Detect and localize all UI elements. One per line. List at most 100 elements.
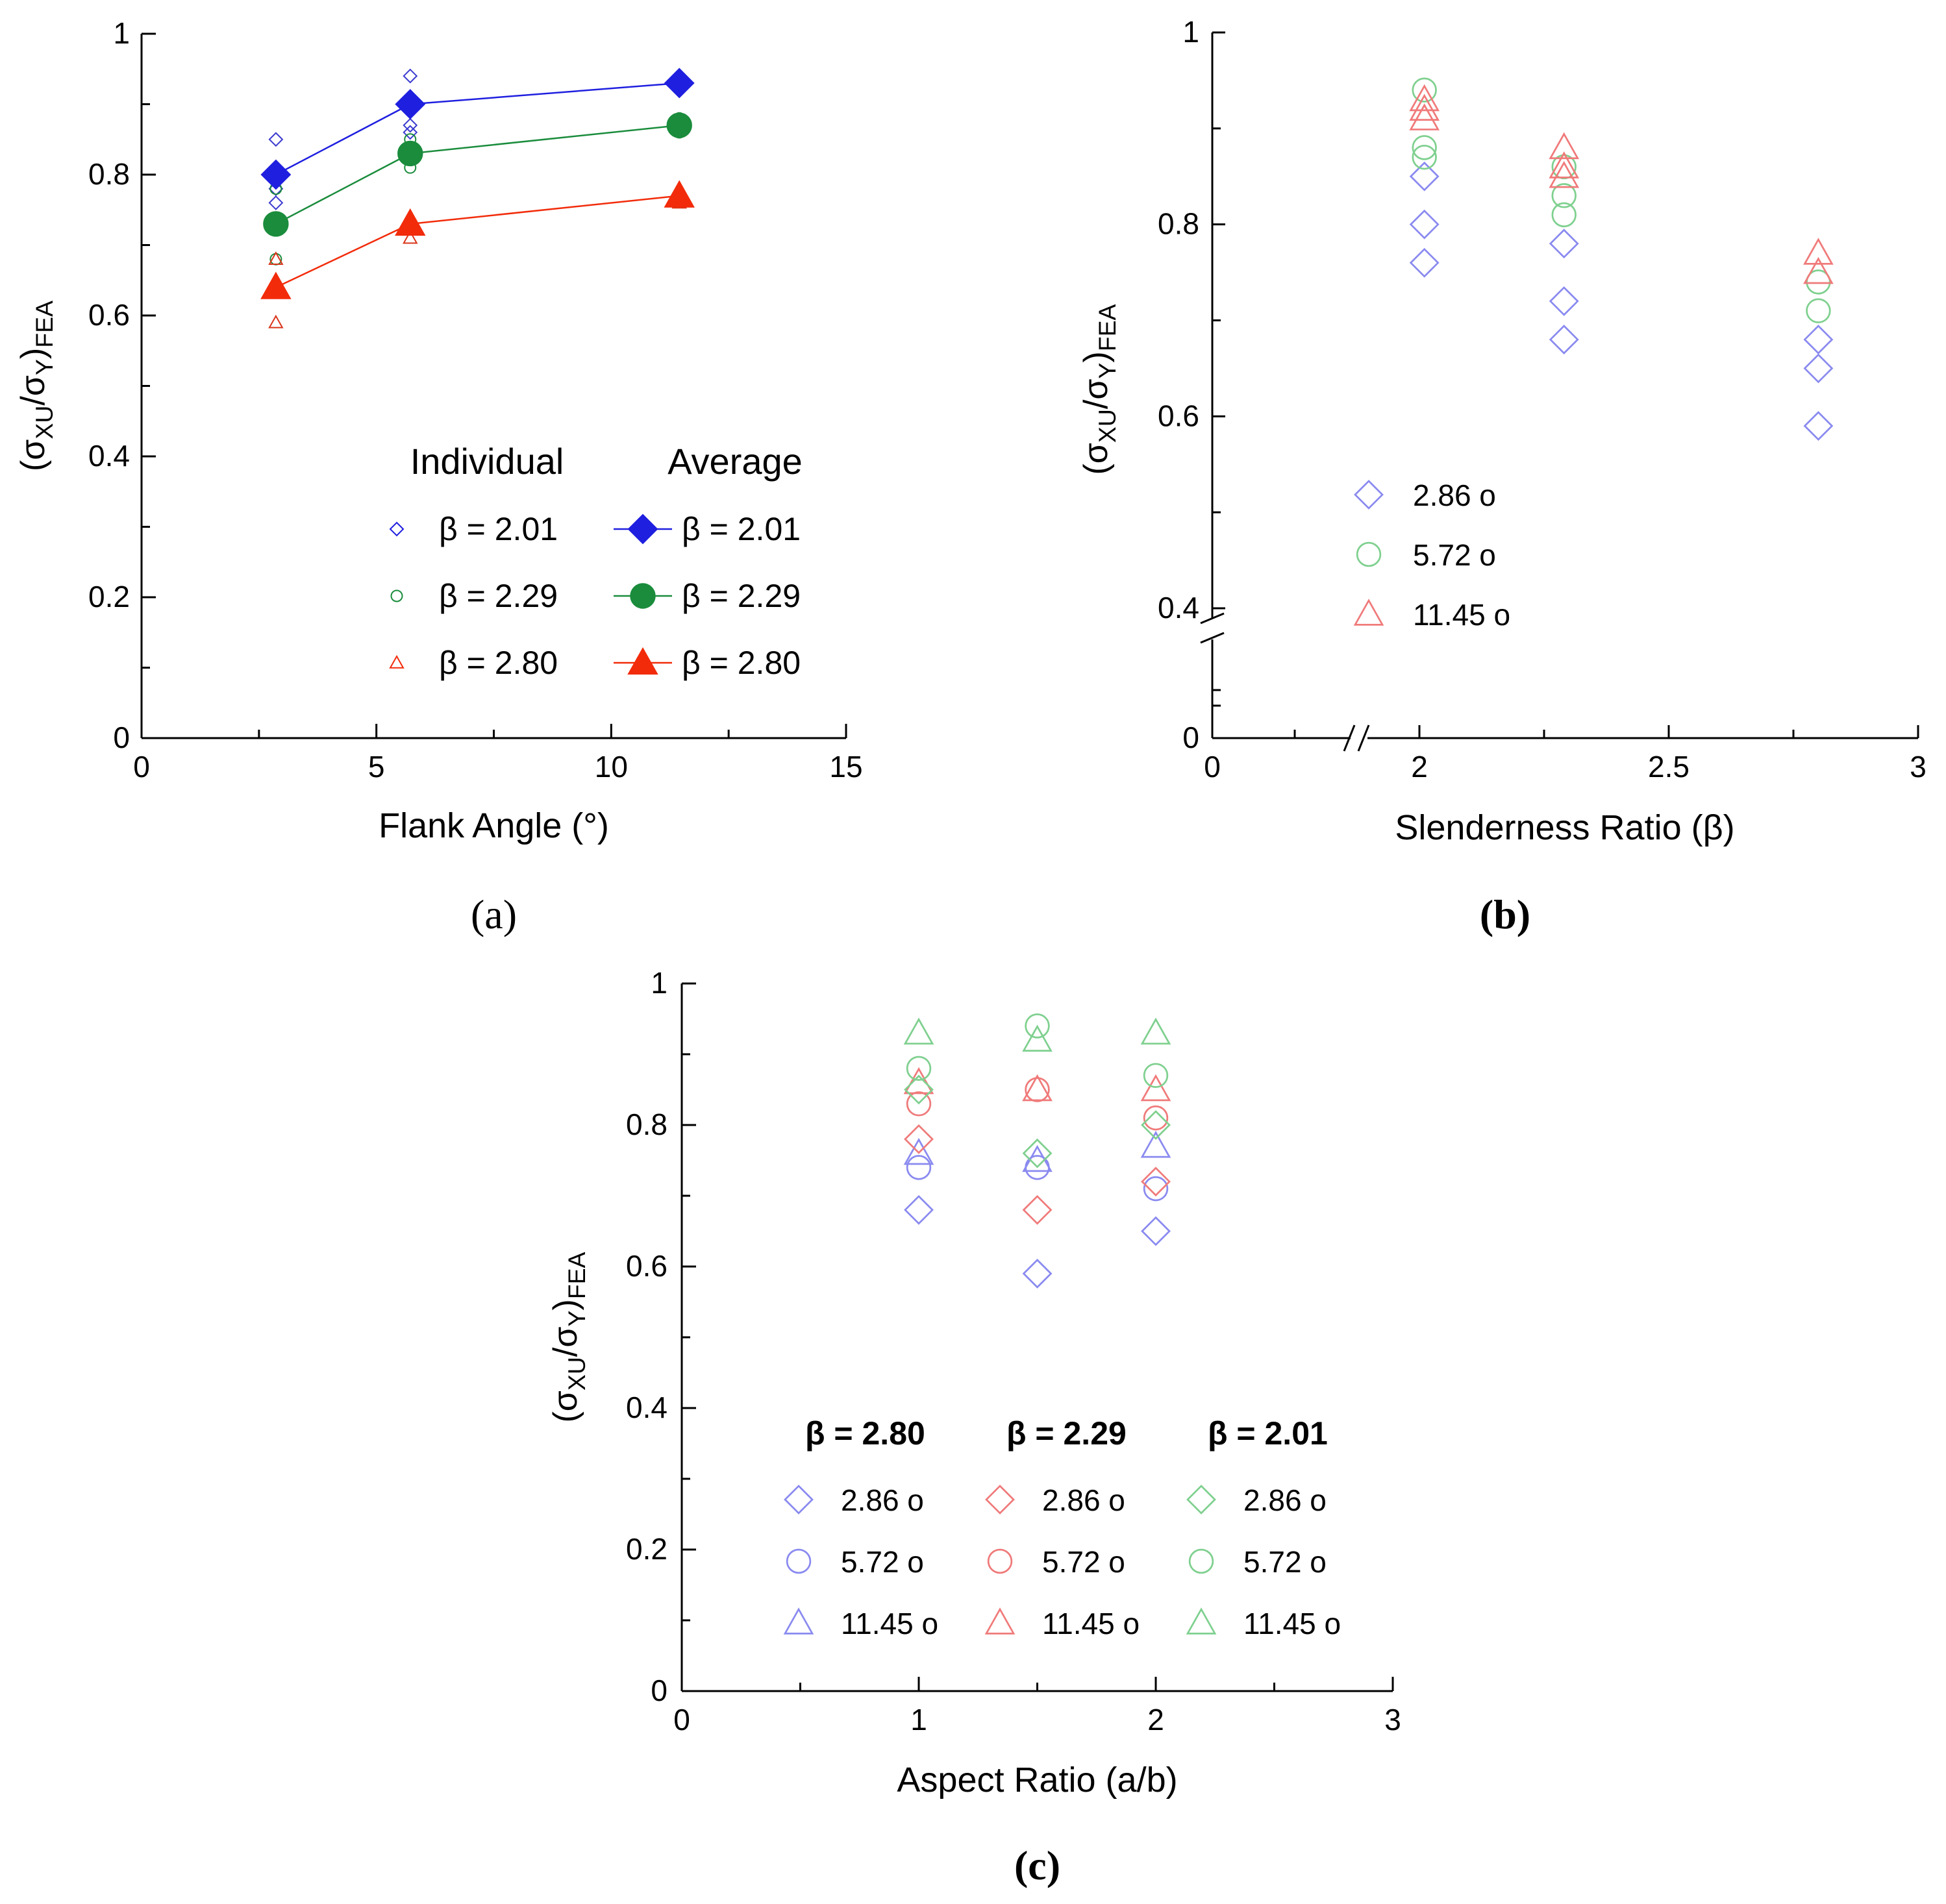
data-point	[1803, 353, 1834, 384]
legend-marker-average	[627, 647, 658, 675]
x-axis-label: Flank Angle (°)	[379, 806, 609, 845]
y-tick-label: 0.6	[88, 298, 130, 332]
data-point	[1409, 209, 1440, 240]
y-label-part: (σ	[1077, 443, 1115, 475]
y-label-subscript: XU	[1093, 409, 1121, 443]
data-point	[1022, 1024, 1053, 1052]
x-tick-label: 0	[133, 750, 150, 784]
data-point	[1141, 1110, 1171, 1140]
y-label-subscript: Y	[563, 1311, 590, 1327]
legend-label: 5.72 o	[1243, 1545, 1327, 1579]
x-tick-label: 2	[1411, 750, 1428, 784]
data-point	[664, 180, 695, 208]
y-axis-label-text: (σXU/σY)FEA	[547, 1252, 590, 1422]
data-point	[1549, 151, 1580, 179]
data-point	[1409, 103, 1440, 130]
y-tick-label: 0.8	[626, 1107, 667, 1141]
series-line	[275, 124, 680, 225]
y-tick-label: 0.8	[1158, 207, 1199, 241]
panel-c: 0 0.2 0.4 0.6 0.8 1 0 1 2 3 Aspect Ratio (a/b) (σXU…	[547, 966, 1401, 1888]
data-point	[1412, 144, 1437, 170]
data-point	[1549, 286, 1579, 316]
legend-label: 11.45 o	[1042, 1607, 1140, 1640]
data-point	[1143, 1063, 1169, 1088]
series-3	[904, 1124, 1171, 1225]
series-5	[903, 1067, 1171, 1102]
y-tick-label: 0.6	[626, 1249, 667, 1283]
data-point	[1143, 1105, 1169, 1131]
panel-b: 0 0.4 0.6 0.8 1 0 2 2.5 3 Slenderness Ratio (β) (σ…	[1077, 15, 1927, 937]
legend-marker	[786, 1548, 812, 1574]
panel-caption: (b)	[1480, 891, 1530, 937]
data-point	[1140, 1130, 1171, 1158]
legend-label: 11.45 o	[841, 1607, 938, 1640]
x-tick-label: 3	[1910, 750, 1927, 784]
legend-marker-individual	[389, 654, 405, 669]
y-tick-label: 0.4	[1158, 591, 1199, 624]
series-1	[906, 1155, 1169, 1202]
data-point	[1022, 1258, 1053, 1289]
legend-marker	[1356, 541, 1382, 567]
legend-label: 5.72 o	[1413, 538, 1496, 572]
data-point	[1551, 202, 1577, 228]
data-point	[1412, 77, 1437, 103]
legend-marker	[1188, 1548, 1214, 1574]
series-1	[1412, 77, 1831, 323]
data-point	[1803, 238, 1834, 265]
y-label-part: )	[14, 348, 52, 359]
y-tick-label: 0	[1182, 721, 1199, 754]
legend-label-average: β = 2.29	[682, 578, 801, 614]
data-point	[1140, 1017, 1171, 1045]
y-tick-label: 1	[651, 966, 667, 1000]
legend-header-average: Average	[667, 441, 803, 482]
legend-marker	[1354, 480, 1384, 510]
y-tick-label: 0.4	[626, 1391, 667, 1424]
series-3	[260, 68, 695, 190]
data-point	[1409, 93, 1440, 121]
y-label-part: /σ	[547, 1327, 584, 1357]
data-point	[1803, 411, 1834, 441]
legend-label-individual: β = 2.80	[439, 645, 558, 681]
data-point	[1022, 1138, 1053, 1168]
data-point	[904, 1074, 934, 1105]
legend-marker	[984, 1607, 1016, 1635]
x-tick-label: 0	[673, 1703, 690, 1737]
data-point	[903, 1017, 934, 1045]
legend-label-average: β = 2.01	[682, 511, 801, 547]
data-point	[395, 89, 426, 119]
data-point	[1022, 1194, 1053, 1225]
legend-marker	[1186, 1485, 1216, 1515]
y-label-subscript: XU	[563, 1357, 590, 1391]
legend-header-individual: Individual	[410, 441, 564, 482]
axis-break-mark	[1200, 612, 1225, 624]
y-axis-label-text: (σXU/σY)FEA	[1077, 304, 1121, 475]
data-point	[1409, 247, 1440, 278]
data-point	[1549, 229, 1579, 259]
data-point	[1143, 1176, 1169, 1202]
data-point	[903, 1137, 934, 1165]
y-axis-label: (σXU/σY)FEA	[1077, 304, 1121, 475]
legend-label: 5.72 o	[1042, 1545, 1125, 1579]
data-point	[260, 271, 292, 299]
series-2	[268, 195, 687, 328]
y-label-part: )	[547, 1299, 584, 1310]
series-4	[906, 1077, 1169, 1131]
data-point	[1549, 325, 1579, 354]
axis-break-mark	[1357, 724, 1370, 752]
legend: 2.86 o 5.72 o 11.45 o	[1353, 478, 1510, 632]
legend-group-title: β = 2.01	[1208, 1415, 1328, 1452]
data-point	[403, 125, 418, 140]
x-tick-label: 0	[1204, 750, 1221, 784]
series-4	[263, 112, 692, 237]
data-point	[904, 1194, 934, 1225]
series-0	[268, 68, 687, 210]
data-point	[1551, 183, 1577, 208]
y-label-subscript: FEA	[563, 1252, 590, 1299]
data-point	[906, 1091, 932, 1117]
legend-label: 11.45 o	[1413, 598, 1510, 632]
legend-marker-individual	[389, 521, 405, 537]
data-point	[268, 195, 284, 210]
y-label-subscript: Y	[31, 359, 58, 375]
data-point	[1141, 1216, 1171, 1246]
series-line	[275, 82, 680, 176]
